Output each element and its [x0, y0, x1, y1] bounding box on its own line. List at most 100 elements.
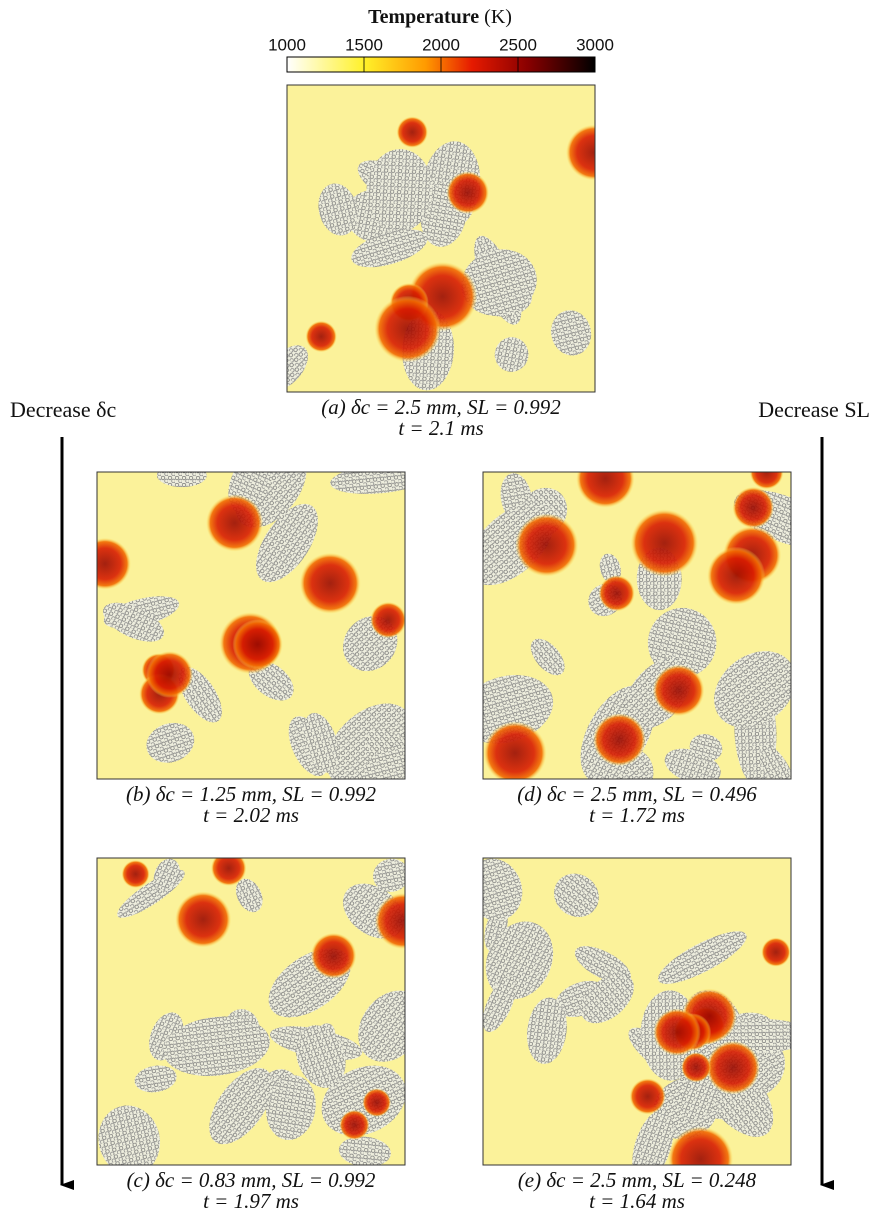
particle-band	[494, 337, 529, 372]
particle-band	[98, 1105, 161, 1165]
colorbar-title-text: Temperature	[368, 6, 479, 28]
particle-band	[236, 878, 263, 913]
panel-caption: (b) δc = 1.25 mm, SL = 0.992	[126, 782, 377, 806]
flame-front	[732, 486, 775, 529]
panel-caption: (e) δc = 2.5 mm, SL = 0.248	[518, 1168, 757, 1192]
panel-image	[287, 85, 595, 392]
right-arrow-label: Decrease SL	[758, 397, 870, 422]
flame-front	[515, 513, 579, 577]
particle-band	[554, 873, 599, 918]
particle-band	[681, 1069, 718, 1121]
particle-band	[351, 229, 428, 268]
flame-front	[305, 320, 337, 353]
panel-border	[482, 857, 792, 1166]
flame-front	[310, 932, 357, 979]
particle-band	[483, 976, 516, 1033]
flame-front	[446, 171, 490, 214]
particle-band	[366, 149, 433, 233]
particle-band	[330, 472, 405, 494]
particle-band	[760, 744, 791, 779]
left-arrow-label: Decrease δc	[10, 397, 116, 422]
particle-band	[461, 249, 537, 316]
particle-band	[156, 472, 207, 488]
panel-time: t = 1.72 ms	[589, 803, 685, 827]
panel-time: t = 2.02 ms	[203, 803, 299, 827]
flame-front	[210, 858, 247, 886]
colorbar-tick-label: 1500	[345, 35, 383, 54]
panel-image	[97, 858, 405, 1165]
particle-band	[256, 503, 318, 583]
flame-front	[146, 651, 194, 698]
particle-band	[153, 858, 180, 892]
flame-front	[374, 295, 441, 363]
particle-band	[146, 722, 195, 763]
flame-front	[232, 619, 283, 670]
panel	[96, 471, 406, 780]
particle-band	[714, 651, 791, 728]
flame-front	[370, 601, 405, 639]
particle-band	[102, 602, 164, 642]
particle-band	[360, 744, 405, 779]
particle-band	[266, 1075, 316, 1140]
flame-front	[565, 124, 595, 181]
particle-band	[163, 1016, 270, 1077]
particle-band	[483, 858, 523, 921]
flame-front	[652, 664, 705, 717]
particle-band	[209, 1068, 273, 1145]
panel-caption: (a) δc = 2.5 mm, SL = 0.992	[321, 395, 561, 419]
particle-band	[526, 997, 567, 1064]
colorbar-unit: (K)	[484, 6, 512, 28]
panel	[482, 471, 792, 780]
panel	[96, 857, 406, 1166]
particle-band	[632, 1109, 674, 1165]
particle-band	[530, 638, 565, 676]
particle-band	[303, 712, 339, 773]
flame-front	[653, 1008, 701, 1056]
flame-front	[749, 472, 784, 490]
flame-front	[205, 494, 264, 552]
panel	[482, 857, 792, 1166]
particle-band	[689, 734, 723, 762]
flame-front	[374, 892, 405, 950]
panel-caption: (c) δc = 0.83 mm, SL = 0.992	[127, 1168, 376, 1192]
panel-image	[483, 858, 791, 1165]
panel-border	[286, 84, 596, 393]
flame-front	[707, 546, 766, 605]
panel-border	[482, 471, 792, 780]
colorbar-tick-label: 3000	[576, 35, 614, 54]
particle-band	[373, 858, 405, 892]
particle-band	[295, 1025, 346, 1088]
panel-time: t = 1.64 ms	[589, 1189, 685, 1213]
panel-time: t = 2.1 ms	[398, 416, 483, 440]
flame-front	[97, 537, 131, 590]
flame-front	[667, 1126, 734, 1165]
particle-band	[318, 183, 358, 236]
flame-front	[761, 937, 791, 967]
flame-front	[681, 1052, 712, 1083]
flame-front	[598, 575, 635, 612]
flame-front	[121, 859, 150, 889]
flame-front	[706, 1040, 760, 1095]
colorbar-tick-label: 2500	[499, 35, 537, 54]
particle-band	[551, 310, 592, 356]
particle-band	[134, 1065, 177, 1093]
flame-front	[576, 472, 635, 508]
panel-image	[483, 472, 791, 779]
panel	[286, 84, 596, 393]
particle-band	[358, 990, 405, 1062]
particle-band	[580, 973, 634, 1024]
panel-image	[97, 472, 405, 779]
colorbar-tick-label: 1000	[268, 35, 306, 54]
flame-front	[175, 891, 232, 948]
panel-time: t = 1.97 ms	[203, 1189, 299, 1213]
flame-front	[396, 116, 429, 148]
particle-band	[338, 1136, 391, 1165]
panel-caption: (d) δc = 2.5 mm, SL = 0.496	[517, 782, 757, 806]
colorbar-title: Temperature (K)	[368, 6, 512, 28]
flame-front	[362, 1088, 391, 1117]
flame-front	[299, 552, 361, 614]
panel-border	[96, 471, 406, 780]
flame-front	[339, 1109, 370, 1140]
colorbar-tick-label: 2000	[422, 35, 460, 54]
